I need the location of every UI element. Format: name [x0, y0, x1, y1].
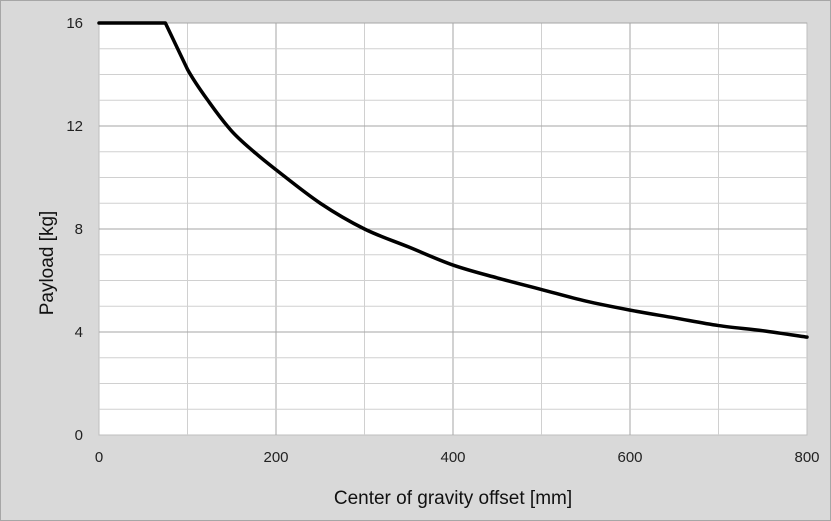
series-layer: [97, 21, 809, 339]
y-axis-title: Payload [kg]: [37, 211, 58, 316]
x-tick-label: 600: [617, 449, 642, 466]
grid-lines: [99, 22, 807, 435]
x-tick-label: 0: [95, 449, 103, 466]
y-tick-label: 0: [75, 427, 83, 444]
x-tick-labels: 0 200 400 600 800: [95, 449, 820, 466]
y-tick-label: 4: [75, 324, 83, 341]
y-tick-label: 8: [75, 221, 83, 238]
y-tick-labels: 0 4 8 12 16: [66, 15, 83, 444]
x-tick-label: 200: [263, 449, 288, 466]
x-tick-label: 800: [794, 449, 819, 466]
x-tick-label: 400: [440, 449, 465, 466]
series-line-0: [97, 21, 809, 339]
x-axis-title: Center of gravity offset [mm]: [334, 488, 572, 509]
y-tick-label: 12: [66, 118, 83, 135]
y-tick-label: 16: [66, 15, 83, 32]
